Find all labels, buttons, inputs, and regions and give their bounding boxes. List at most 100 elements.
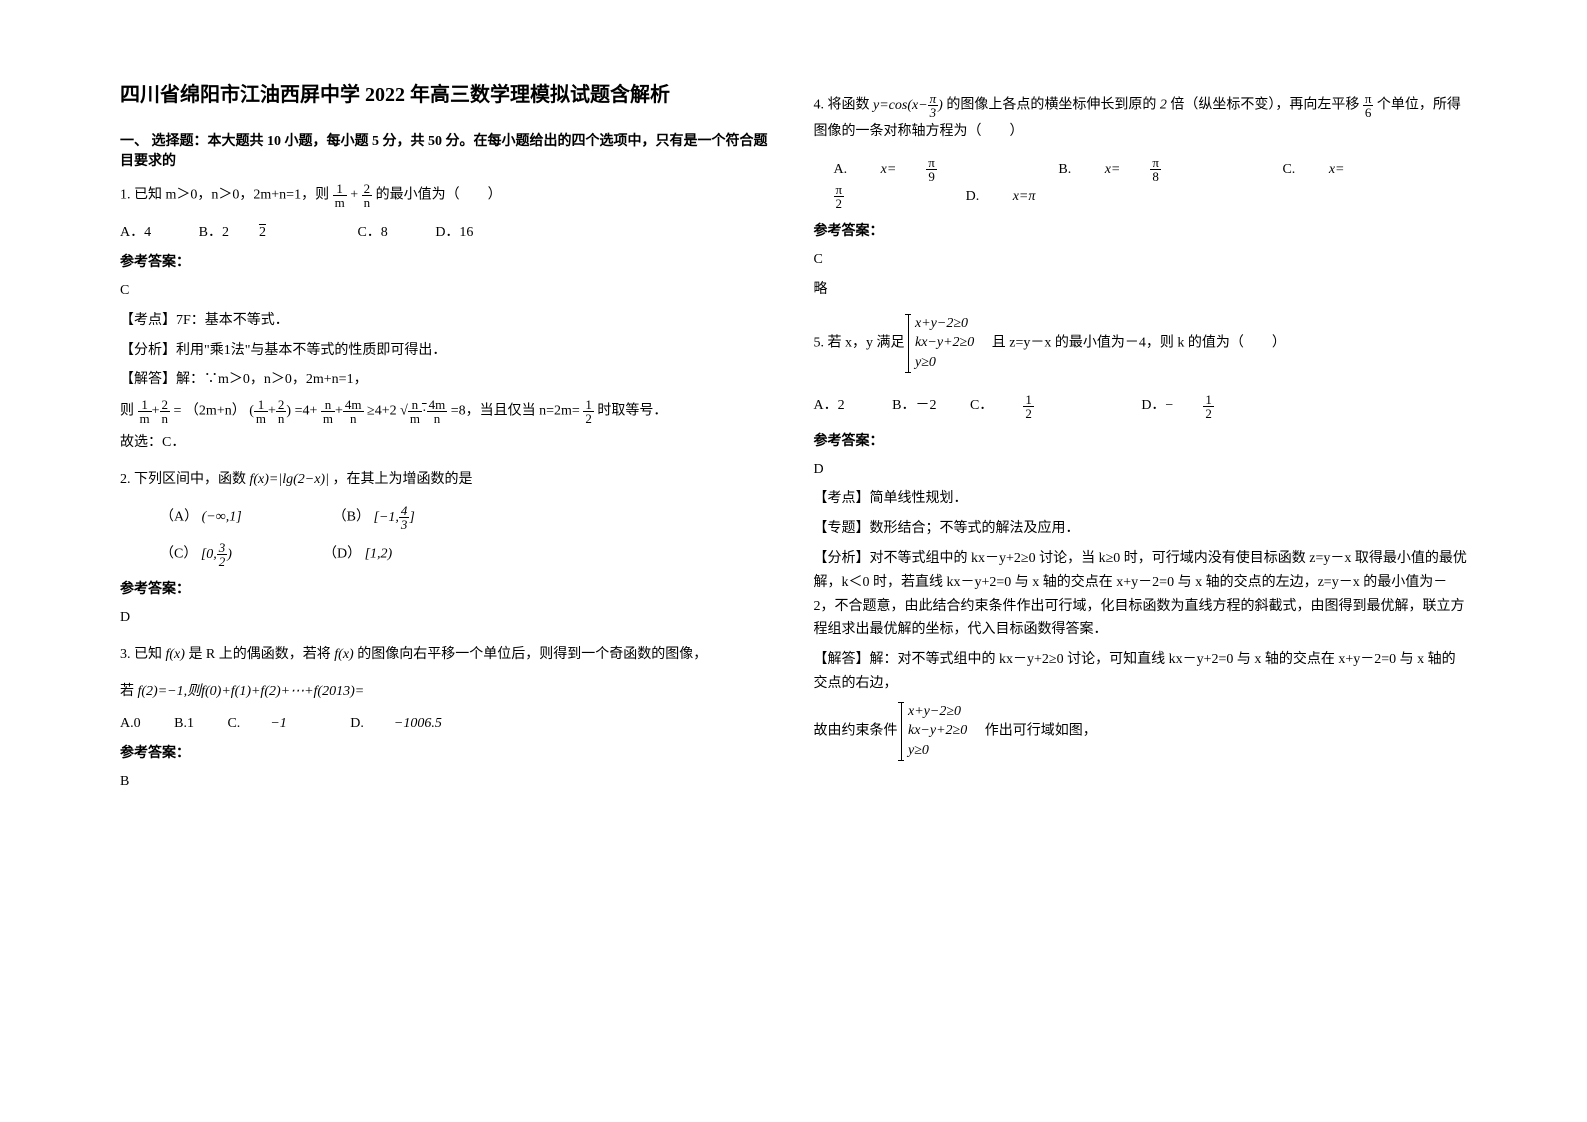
question-3-line2: 若 f(2)=−1,则f(0)+f(1)+f(2)+⋯+f(2013)= bbox=[120, 679, 774, 704]
question-3: 3. 已知 f(x) 是 R 上的偶函数，若将 f(x) 的图像向右平移一个单位… bbox=[120, 642, 774, 667]
q2-optD-val: [1,2) bbox=[365, 547, 393, 562]
q2-optA-val: (−∞,1] bbox=[202, 510, 242, 525]
q5-optC: C．12 bbox=[970, 398, 1094, 413]
q2-options: （A） (−∞,1] （B） [−1,43] （C） [0,32) （D） [1… bbox=[120, 504, 774, 568]
q4-mid2: 倍（纵坐标不变），再向左平移 bbox=[1170, 98, 1359, 113]
fraction: 12 bbox=[583, 398, 594, 425]
q2-optB-val: [−1,43] bbox=[374, 510, 415, 525]
q1-stem-post: 的最小值为（ ） bbox=[376, 188, 502, 203]
q4-mid1: 的图像上各点的横坐标伸长到原的 bbox=[946, 98, 1156, 113]
q1-optA: A．4 bbox=[120, 225, 151, 240]
fraction: 2n bbox=[276, 398, 287, 425]
text: = （2m+n） bbox=[174, 404, 246, 419]
q3-f2: f(x) bbox=[334, 647, 353, 662]
text: 则 bbox=[120, 404, 134, 419]
q1-analysis-2: 【分析】利用"乘1法"与基本不等式的性质即可得出． bbox=[120, 339, 774, 363]
case-line: x+y−2≥0 bbox=[915, 314, 974, 334]
q3-stem-pre: 3. 已知 bbox=[120, 647, 162, 662]
case-line: y≥0 bbox=[915, 353, 974, 373]
q5-optB: B．－2 bbox=[892, 398, 936, 413]
q3-optD: D.−1006.5 bbox=[350, 716, 472, 731]
q5-analysis-4: 【解答】解：对不等式组中的 kx－y+2≥0 讨论，可知直线 kx－y+2=0 … bbox=[814, 648, 1468, 696]
q5-stem-pre: 5. 若 x，y 满足 bbox=[814, 335, 905, 350]
case-line: y≥0 bbox=[908, 741, 967, 761]
q2-optC-val: [0,32) bbox=[201, 547, 232, 562]
q2-optA-label: （A） bbox=[160, 510, 198, 525]
q3-answer: B bbox=[120, 770, 774, 794]
q2-answer: D bbox=[120, 606, 774, 630]
fraction: 1m bbox=[333, 182, 347, 209]
answer-label: 参考答案： bbox=[814, 220, 1468, 240]
q1-optC: C．8 bbox=[357, 225, 387, 240]
question-5: 5. 若 x，y 满足 x+y−2≥0 kx−y+2≥0 y≥0 且 z=y－x… bbox=[814, 314, 1468, 373]
q1-analysis-3: 【解答】解：∵m＞0，n＞0，2m+n=1， bbox=[120, 368, 774, 392]
q3-optA: A.0 bbox=[120, 716, 141, 731]
q4-optD: D. x=π bbox=[966, 189, 1066, 204]
document-title: 四川省绵阳市江油西屏中学 2022 年高三数学理模拟试题含解析 bbox=[120, 80, 774, 110]
q4-optB: B. x=π8 bbox=[1058, 162, 1221, 177]
q3-line2-pre: 若 bbox=[120, 684, 134, 699]
q4-answer: C bbox=[814, 248, 1468, 272]
q5-a5-pre: 故由约束条件 bbox=[814, 723, 898, 738]
q4-two: 2 bbox=[1160, 98, 1167, 113]
fraction: nm bbox=[321, 398, 335, 425]
q1-optB: B．22 bbox=[199, 225, 296, 240]
q3-f: f(x) bbox=[166, 647, 185, 662]
answer-label: 参考答案： bbox=[814, 430, 1468, 450]
q2-func: f(x)=|lg(2−x)| bbox=[250, 472, 329, 487]
section-header: 一、 选择题：本大题共 10 小题，每小题 5 分，共 50 分。在每小题给出的… bbox=[120, 130, 774, 170]
q3-options: A.0 B.1 C.−1 D.−1006.5 bbox=[120, 716, 774, 732]
q5-answer: D bbox=[814, 458, 1468, 482]
q2-optC-label: （C） bbox=[160, 547, 197, 562]
fraction: π6 bbox=[1363, 92, 1374, 119]
answer-label: 参考答案： bbox=[120, 251, 774, 271]
fraction: 2n bbox=[160, 398, 171, 425]
q5-a5-post: 作出可行域如图， bbox=[971, 723, 1097, 738]
case-line: x+y−2≥0 bbox=[908, 702, 967, 722]
q2-optD-label: （D） bbox=[323, 547, 361, 562]
q1-analysis-4: 则 1m+2n = （2m+n） (1m+2n) =4+ nm+4mn ≥4+2… bbox=[120, 398, 774, 425]
fraction: 2n bbox=[362, 182, 373, 209]
q5-analysis-2: 【专题】数形结合；不等式的解法及应用． bbox=[814, 517, 1468, 541]
q4-note: 略 bbox=[814, 278, 1468, 302]
question-2: 2. 下列区间中，函数 f(x)=|lg(2−x)| ，在其上为增函数的是 bbox=[120, 467, 774, 492]
q4-optA: A. x=π9 bbox=[834, 162, 997, 177]
answer-label: 参考答案： bbox=[120, 742, 774, 762]
text: 时取等号． bbox=[597, 404, 667, 419]
text: =8，当且仅当 n=2m= bbox=[451, 404, 580, 419]
question-1: 1. 已知 m＞0，n＞0，2m+n=1，则 1m + 2n 的最小值为（ ） bbox=[120, 182, 774, 209]
cases: x+y−2≥0 kx−y+2≥0 y≥0 bbox=[908, 314, 974, 373]
cases: x+y−2≥0 kx−y+2≥0 y≥0 bbox=[901, 702, 967, 761]
q1-options: A．4 B．22 C．8 D．16 bbox=[120, 221, 774, 241]
q5-optD: D．−12 bbox=[1141, 398, 1274, 413]
text: ≥4+2 bbox=[367, 404, 397, 419]
fraction: 4mn bbox=[427, 398, 448, 425]
q5-optA: A．2 bbox=[814, 398, 845, 413]
q5-analysis-5: 故由约束条件 x+y−2≥0 kx−y+2≥0 y≥0 作出可行域如图， bbox=[814, 702, 1468, 761]
answer-label: 参考答案： bbox=[120, 578, 774, 598]
q4-options: A. x=π9 B. x=π8 C. x=π2 D. x=π bbox=[834, 156, 1468, 210]
q3-mid1: 是 R 上的偶函数，若将 bbox=[188, 647, 330, 662]
q1-analysis-1: 【考点】7F：基本不等式． bbox=[120, 309, 774, 333]
fraction: nm bbox=[408, 398, 422, 425]
case-line: kx−y+2≥0 bbox=[915, 333, 974, 353]
fraction: 4mn bbox=[343, 398, 364, 425]
q3-mid2: 的图像向右平移一个单位后，则得到一个奇函数的图像， bbox=[357, 647, 707, 662]
q1-analysis-5: 故选：C． bbox=[120, 431, 774, 455]
q1-optD: D．16 bbox=[435, 225, 473, 240]
q5-analysis-1: 【考点】简单线性规划． bbox=[814, 487, 1468, 511]
fraction: 1m bbox=[254, 398, 268, 425]
q5-stem-post: 且 z=y－x 的最小值为－4，则 k 的值为（ ） bbox=[978, 335, 1286, 350]
text: =4+ bbox=[295, 404, 318, 419]
q4-stem-pre: 4. 将函数 bbox=[814, 98, 870, 113]
fraction: 1m bbox=[138, 398, 152, 425]
q2-stem-post: ，在其上为增函数的是 bbox=[332, 472, 472, 487]
case-line: kx−y+2≥0 bbox=[908, 721, 967, 741]
q2-optB-label: （B） bbox=[333, 510, 370, 525]
q5-analysis-3: 【分析】对不等式组中的 kx－y+2≥0 讨论，当 k≥0 时，可行域内没有使目… bbox=[814, 547, 1468, 642]
q1-stem-pre: 1. 已知 m＞0，n＞0，2m+n=1，则 bbox=[120, 188, 329, 203]
question-4: 4. 将函数 y=cos(x−π3) 的图像上各点的横坐标伸长到原的 2 倍（纵… bbox=[814, 92, 1468, 144]
q3-optB: B.1 bbox=[174, 716, 194, 731]
q2-stem-pre: 2. 下列区间中，函数 bbox=[120, 472, 246, 487]
q5-options: A．2 B．－2 C．12 D．−12 bbox=[814, 393, 1468, 420]
